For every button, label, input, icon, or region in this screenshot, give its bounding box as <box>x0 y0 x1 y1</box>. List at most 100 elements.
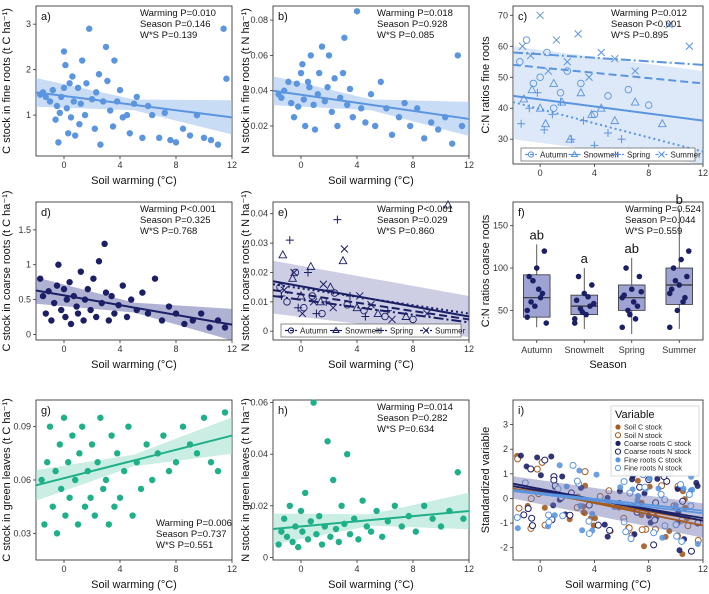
data-point <box>41 521 48 528</box>
data-point <box>200 414 208 421</box>
trend-line <box>512 490 704 515</box>
data-point <box>60 48 68 55</box>
data-point <box>421 502 428 510</box>
data-point <box>60 84 68 92</box>
x-tick-label: 0 <box>298 564 303 574</box>
data-point <box>111 57 118 64</box>
x-tick-label: Summer <box>662 345 696 355</box>
legend-marker <box>378 327 384 334</box>
data-point <box>641 543 648 550</box>
data-point <box>125 423 132 430</box>
data-point <box>66 494 73 501</box>
y-tick-label: 0.04 <box>250 209 268 219</box>
y-tick-label: 0 <box>26 329 31 339</box>
data-point <box>627 535 635 543</box>
data-point-summer <box>518 42 527 51</box>
legend-label: Autumn <box>540 151 568 160</box>
data-point <box>358 105 365 112</box>
data-point-snowmelt <box>325 282 335 291</box>
x-tick-label: 12 <box>464 564 474 574</box>
data-point <box>634 303 641 309</box>
data-point-spring <box>540 125 549 134</box>
y-tick-label: 150 <box>493 221 508 231</box>
data-point <box>304 536 312 543</box>
data-point <box>53 102 61 110</box>
x-tick-label: 12 <box>464 160 474 170</box>
data-point <box>585 530 593 538</box>
data-point <box>527 465 535 473</box>
data-point <box>601 521 608 528</box>
data-point <box>167 136 174 144</box>
data-point-spring <box>617 135 626 144</box>
confidence-band <box>513 476 703 538</box>
legend-label: Coarse roots N stock <box>624 447 692 456</box>
y-tick-label: 2 <box>503 444 508 454</box>
data-point <box>221 324 229 331</box>
x-tick-label: 0 <box>298 344 303 354</box>
data-point <box>137 485 145 493</box>
x-tick-label: 4 <box>117 564 122 574</box>
data-point <box>102 289 110 296</box>
legend-marker <box>658 151 665 158</box>
panel-g: 0.03 0.06 0.09 0 4 8 12 Soil warming (°C) C stoc… <box>1 398 237 591</box>
data-point <box>88 441 96 448</box>
panel-e: 0 0.01 0.02 0.03 0.04 0 4 8 12 Soil warming (°C) N… <box>240 190 474 371</box>
data-point <box>514 525 521 532</box>
data-point <box>161 109 168 117</box>
stat-line: W*S P=0.551 <box>156 540 213 551</box>
panel-f: 50 100 150 Autumn Snowmelt Spring Summer Season… <box>480 192 704 371</box>
data-point <box>628 286 635 293</box>
data-point <box>334 122 341 130</box>
data-point <box>349 113 356 121</box>
data-point <box>316 69 323 77</box>
data-point <box>359 497 366 504</box>
data-point <box>94 459 101 466</box>
data-point <box>102 43 110 51</box>
data-point <box>629 476 636 483</box>
legend-label: Coarse roots C stock <box>624 439 692 448</box>
data-point <box>295 543 302 551</box>
x-tick-label: 8 <box>646 564 651 574</box>
data-point <box>626 489 634 497</box>
x-tick-label: 4 <box>592 564 597 574</box>
data-point <box>638 526 646 534</box>
legend-label: Fine roots C stock <box>624 455 682 464</box>
y-tick-label: 0 <box>263 326 268 336</box>
data-point <box>84 285 92 293</box>
data-point <box>650 529 658 537</box>
x-tick-label: 8 <box>173 160 178 170</box>
data-point-summer <box>340 245 349 253</box>
data-point <box>48 317 55 324</box>
data-point <box>318 541 326 548</box>
data-point <box>454 52 461 59</box>
data-point <box>186 132 194 139</box>
y-tick-label: 30 <box>498 134 508 144</box>
data-point <box>325 52 333 59</box>
data-point <box>62 61 69 69</box>
data-point <box>545 511 553 519</box>
data-point <box>281 515 288 522</box>
data-point <box>620 518 628 526</box>
data-point-summer <box>563 57 572 66</box>
data-point <box>646 475 653 482</box>
x-tick-label: 0 <box>538 564 543 574</box>
stat-line: W*S P=0.768 <box>140 226 197 237</box>
data-point <box>60 414 68 421</box>
legend-label: Spring <box>390 327 413 336</box>
confidence-band <box>36 417 232 501</box>
data-point <box>577 305 584 312</box>
data-point <box>220 25 227 32</box>
data-point <box>324 83 331 91</box>
data-point <box>534 454 541 461</box>
data-point <box>617 484 624 491</box>
legend-marker <box>615 457 621 463</box>
data-point-autumn <box>624 85 633 94</box>
data-point <box>286 502 293 510</box>
data-point <box>657 490 665 498</box>
data-point <box>524 314 531 320</box>
data-point <box>672 277 679 284</box>
data-point <box>528 514 536 522</box>
data-point <box>139 289 146 296</box>
data-point-autumn <box>543 48 551 57</box>
x-tick-label: 4 <box>354 344 359 354</box>
